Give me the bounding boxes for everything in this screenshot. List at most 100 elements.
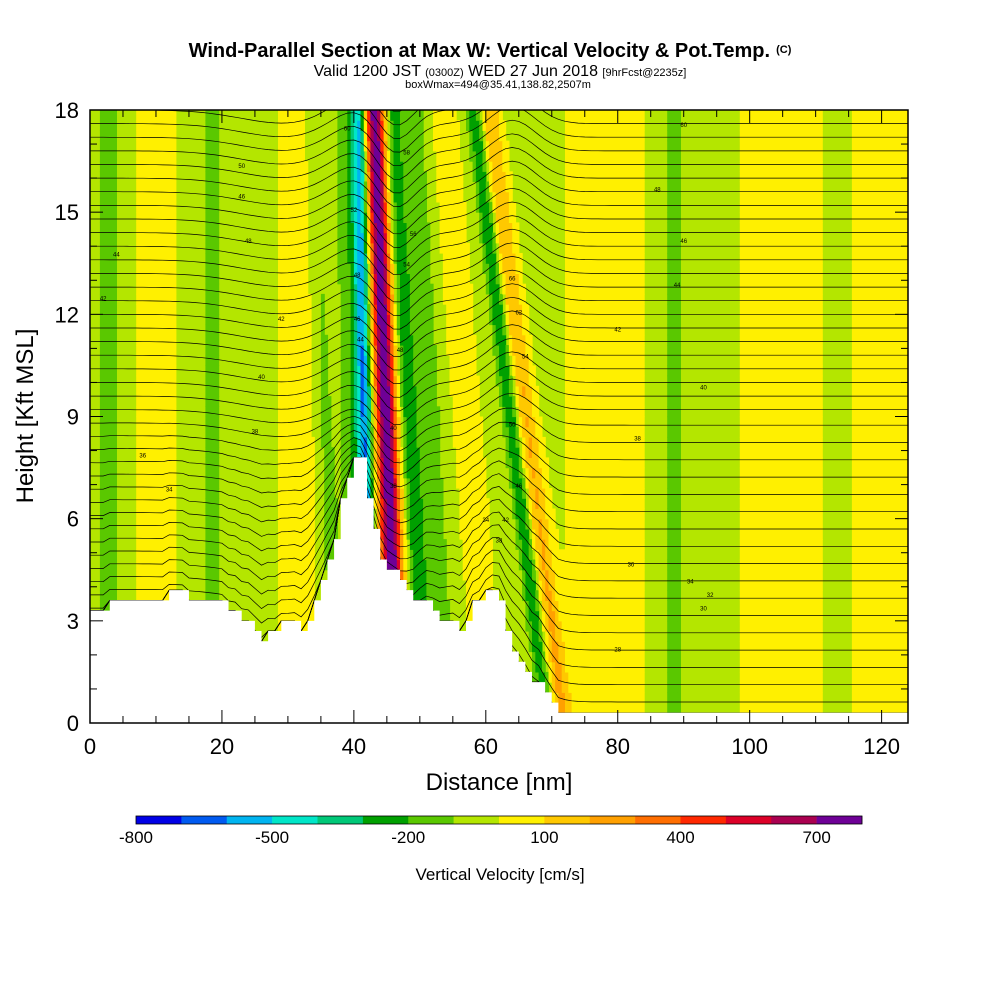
velocity-cell	[380, 345, 385, 356]
velocity-cell	[165, 457, 170, 469]
velocity-cell	[459, 171, 464, 183]
velocity-cell	[545, 549, 550, 561]
velocity-cell	[142, 365, 147, 377]
velocity-cell	[452, 385, 457, 397]
velocity-cell	[538, 426, 543, 438]
velocity-cell	[156, 457, 160, 469]
velocity-cell	[446, 171, 451, 183]
velocity-cell	[475, 518, 480, 530]
velocity-cell	[462, 396, 467, 407]
velocity-cell	[136, 242, 141, 254]
velocity-cell	[208, 416, 213, 428]
velocity-cell	[337, 130, 342, 142]
velocity-cell	[106, 508, 111, 520]
velocity-cell	[297, 467, 302, 479]
velocity-cell	[413, 130, 418, 142]
velocity-cell	[281, 150, 286, 162]
velocity-cell	[518, 263, 523, 274]
velocity-cell	[146, 569, 150, 581]
velocity-cell	[495, 345, 500, 356]
velocity-cell	[149, 242, 154, 254]
velocity-cell	[146, 140, 150, 152]
velocity-cell	[383, 334, 388, 346]
velocity-cell	[152, 222, 157, 234]
velocity-cell	[383, 498, 388, 509]
velocity-cell	[208, 324, 213, 336]
velocity-cell	[541, 569, 546, 581]
velocity-cell	[400, 150, 404, 162]
velocity-cell	[386, 222, 391, 234]
velocity-cell	[436, 549, 441, 561]
velocity-cell	[162, 201, 167, 213]
velocity-cell	[350, 242, 355, 254]
velocity-cell	[287, 549, 292, 561]
velocity-cell	[284, 150, 289, 162]
velocity-cell	[565, 365, 569, 377]
velocity-cell	[297, 242, 302, 254]
velocity-cell	[459, 477, 464, 489]
velocity-cell	[281, 600, 286, 612]
velocity-cell	[149, 263, 154, 274]
velocity-cell	[162, 559, 167, 571]
velocity-cell	[159, 161, 164, 172]
velocity-cell	[136, 273, 141, 285]
velocity-cell	[344, 406, 348, 418]
velocity-cell	[377, 447, 381, 458]
velocity-cell	[403, 365, 408, 377]
velocity-cell	[165, 242, 170, 254]
velocity-cell	[518, 539, 523, 550]
velocity-cell	[113, 375, 117, 387]
velocity-cell	[522, 447, 526, 458]
velocity-cell	[208, 150, 213, 162]
velocity-cell	[406, 467, 411, 479]
velocity-cell	[287, 355, 292, 366]
velocity-cell	[350, 283, 355, 295]
velocity-cell	[347, 467, 352, 479]
velocity-cell	[360, 447, 365, 458]
velocity-cell	[409, 293, 414, 305]
velocity-cell	[456, 201, 460, 213]
velocity-cell	[370, 120, 375, 131]
velocity-cell	[350, 273, 355, 285]
velocity-cell	[103, 304, 108, 315]
velocity-cell	[390, 304, 395, 315]
velocity-cell	[551, 528, 556, 540]
velocity-cell	[287, 426, 292, 438]
velocity-cell	[278, 150, 282, 162]
velocity-cell	[565, 549, 569, 561]
velocity-cell	[320, 385, 325, 397]
velocity-cell	[152, 263, 157, 274]
velocity-cell	[469, 120, 474, 131]
velocity-cell	[377, 385, 381, 397]
velocity-cell	[330, 447, 335, 458]
velocity-cell	[159, 508, 164, 520]
velocity-cell	[508, 191, 513, 203]
velocity-cell	[499, 375, 503, 387]
velocity-cell	[439, 212, 444, 223]
velocity-cell	[304, 232, 309, 244]
velocity-cell	[548, 508, 553, 520]
velocity-cell	[156, 580, 160, 591]
velocity-cell	[380, 201, 385, 213]
velocity-cell	[281, 539, 286, 550]
velocity-cell	[413, 242, 418, 254]
velocity-cell	[169, 181, 174, 193]
velocity-cell	[462, 375, 467, 387]
velocity-cell	[215, 304, 220, 315]
velocity-cell	[429, 324, 434, 336]
velocity-cell	[538, 671, 543, 683]
velocity-cell	[169, 201, 174, 213]
velocity-cell	[294, 559, 299, 571]
velocity-cell	[367, 324, 371, 336]
velocity-cell	[508, 406, 513, 418]
velocity-cell	[482, 488, 487, 499]
velocity-cell	[281, 549, 286, 561]
velocity-cell	[456, 293, 460, 305]
velocity-cell	[350, 304, 355, 315]
velocity-cell	[429, 447, 434, 458]
velocity-cell	[106, 549, 111, 561]
velocity-cell	[146, 110, 150, 121]
velocity-cell	[475, 528, 480, 540]
velocity-cell	[380, 181, 385, 193]
